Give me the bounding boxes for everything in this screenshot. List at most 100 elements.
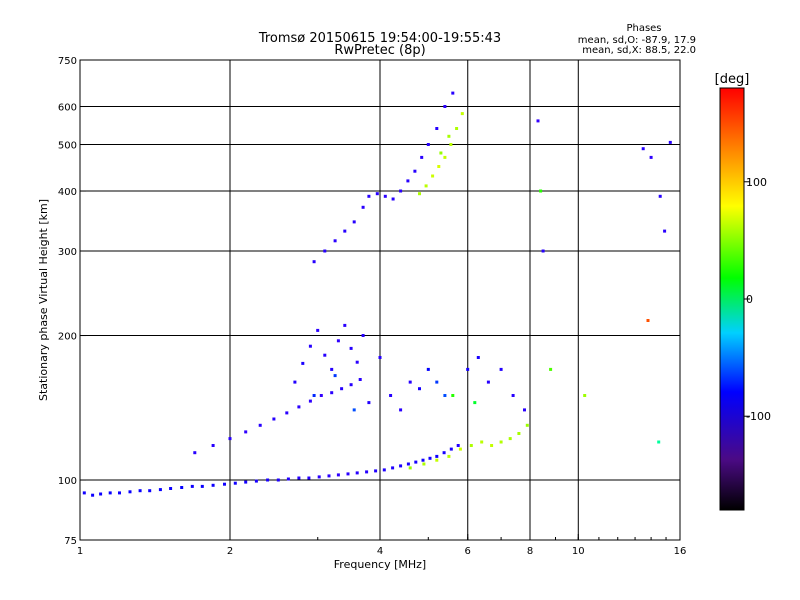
data-point <box>460 112 464 116</box>
data-point <box>367 194 371 198</box>
data-point <box>399 464 403 468</box>
data-point <box>308 344 312 348</box>
x-tick-label: 16 <box>674 546 687 557</box>
data-point <box>406 462 410 466</box>
data-point <box>437 165 441 168</box>
data-point <box>266 478 270 482</box>
data-point <box>435 458 439 462</box>
data-point <box>435 454 439 458</box>
data-point <box>180 486 184 489</box>
data-point <box>272 417 276 421</box>
data-point <box>358 378 362 381</box>
data-point <box>431 174 435 178</box>
data-point <box>340 387 344 391</box>
data-point <box>91 493 95 497</box>
data-point <box>657 440 661 444</box>
data-point <box>82 491 86 495</box>
chart-subtitle: RwPretec (8p) <box>334 43 425 58</box>
data-point <box>301 361 305 365</box>
data-point <box>286 477 290 481</box>
data-point <box>499 440 503 444</box>
data-point <box>108 491 112 495</box>
data-point <box>308 399 312 403</box>
data-point <box>258 423 262 427</box>
data-point <box>476 356 480 359</box>
data-point <box>244 430 248 434</box>
data-point <box>361 334 365 337</box>
data-point <box>451 394 455 397</box>
data-point <box>490 444 494 447</box>
data-point <box>349 346 353 350</box>
x-tick-label: 2 <box>227 546 233 557</box>
data-point <box>480 440 484 444</box>
data-point <box>517 432 521 435</box>
data-point <box>333 374 337 378</box>
data-point <box>361 205 365 209</box>
x-axis-label: Frequency [MHz] <box>334 558 426 571</box>
data-point <box>523 408 526 412</box>
data-point <box>426 367 430 371</box>
data-point <box>408 380 412 384</box>
data-point <box>451 91 455 95</box>
data-point <box>374 469 378 473</box>
y-tick-label: 500 <box>58 141 77 152</box>
colorbar-axis: 100 0 -100 <box>744 176 771 423</box>
x-tick-label: 6 <box>465 546 471 557</box>
data-point <box>148 489 152 493</box>
data-point <box>435 127 439 130</box>
data-point <box>511 394 515 397</box>
data-point <box>349 383 353 387</box>
data-point <box>426 143 430 146</box>
y-axis: 75 100 200 300 400 500 600 750 <box>58 56 86 547</box>
data-point <box>323 353 327 357</box>
data-point <box>352 220 356 224</box>
data-point <box>391 197 395 201</box>
data-point <box>539 189 543 193</box>
data-point <box>663 229 667 233</box>
data-point <box>408 466 412 470</box>
data-point <box>399 189 403 193</box>
data-point <box>169 487 173 490</box>
data-point <box>307 476 311 480</box>
y-tick-label: 300 <box>58 247 77 258</box>
data-point <box>447 454 451 458</box>
x-tick-label: 8 <box>527 546 533 557</box>
y-axis-label: Stationary phase Virtual Height [km] <box>37 199 50 401</box>
data-point <box>541 249 545 253</box>
data-point <box>233 481 237 485</box>
data-point <box>399 408 403 412</box>
data-point <box>458 447 462 451</box>
data-point <box>443 155 447 159</box>
data-point <box>276 478 280 482</box>
data-point <box>317 475 321 479</box>
colorbar-tick-label: 100 <box>746 176 767 189</box>
data-point <box>355 471 359 475</box>
data-point <box>285 411 289 415</box>
data-point <box>447 134 451 138</box>
data-point <box>391 466 395 470</box>
grid <box>80 60 680 540</box>
data-point <box>343 229 347 233</box>
colorbar-tick-label: -100 <box>746 410 771 423</box>
data-point <box>99 492 103 496</box>
chart-title: Tromsø 20150615 19:54:00-19:55:43 <box>258 31 501 46</box>
data-point <box>336 473 340 477</box>
phases-info-line1: mean, sd,O: -87.9, 17.9 <box>578 35 696 46</box>
data-point <box>211 483 215 487</box>
data-point <box>443 105 447 108</box>
data-point <box>443 394 447 397</box>
data-point <box>435 380 439 384</box>
data-point <box>473 401 477 405</box>
data-point <box>536 119 540 123</box>
data-point <box>549 367 553 371</box>
data-point <box>346 472 350 476</box>
data-point <box>383 194 387 198</box>
data-point <box>330 391 334 395</box>
data-point <box>439 151 443 155</box>
data-point <box>428 456 432 460</box>
data-point <box>413 169 417 173</box>
data-point <box>486 380 490 384</box>
data-point <box>499 367 503 371</box>
data-point <box>378 356 382 359</box>
